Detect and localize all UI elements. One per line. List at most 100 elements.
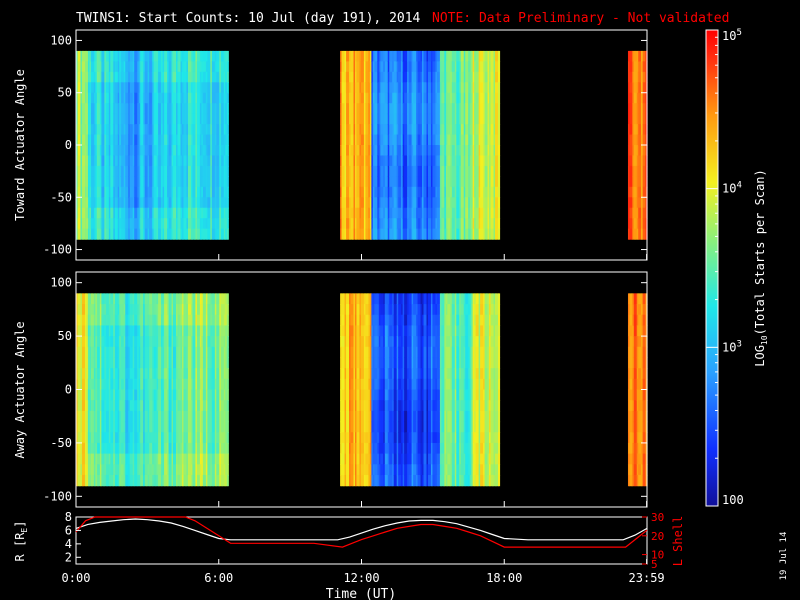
heatmap-cell	[110, 432, 113, 444]
heatmap-cell	[165, 92, 168, 104]
heatmap-cell	[193, 134, 197, 146]
heatmap-cell	[466, 113, 469, 125]
heatmap-cell	[167, 218, 170, 230]
heatmap-cell	[344, 218, 347, 230]
heatmap-cell	[450, 165, 453, 177]
heatmap-cell	[454, 176, 457, 188]
heatmap-cell	[472, 176, 475, 188]
heatmap-cell	[486, 134, 489, 146]
heatmap-cell	[208, 155, 211, 167]
heatmap-cell	[205, 71, 208, 83]
heatmap-cell	[92, 82, 95, 94]
heatmap-cell	[363, 113, 367, 125]
heatmap-cell	[161, 71, 164, 83]
heatmap-cell	[454, 113, 457, 125]
heatmap-cell	[425, 113, 428, 125]
heatmap-cell	[101, 314, 104, 327]
heatmap-cell	[198, 165, 201, 177]
heatmap-cell	[159, 124, 162, 136]
heatmap-cell	[129, 82, 132, 94]
heatmap-cell	[386, 165, 389, 177]
heatmap-cell	[368, 61, 371, 73]
heatmap-cell	[190, 207, 194, 219]
heatmap-cell	[377, 50, 380, 62]
heatmap-cell	[369, 103, 372, 115]
heatmap-cell	[173, 103, 176, 115]
heatmap-cell	[407, 124, 410, 136]
heatmap-cell	[378, 197, 381, 209]
heatmap-cell	[378, 155, 381, 167]
heatmap-cell	[150, 442, 153, 455]
heatmap-cell	[447, 103, 450, 115]
heatmap-cell	[201, 61, 204, 73]
heatmap-cell	[471, 176, 474, 188]
heatmap-cell	[113, 410, 116, 423]
heatmap-cell	[487, 92, 490, 104]
heatmap-cell	[220, 197, 223, 209]
heatmap-cell	[211, 103, 214, 115]
heatmap-cell	[427, 134, 431, 146]
heatmap-cell	[165, 197, 168, 209]
heatmap-cell	[189, 186, 192, 198]
heatmap-cell	[131, 389, 134, 401]
heatmap-cell	[153, 165, 156, 177]
heatmap-cell	[471, 113, 474, 125]
heatmap-cell	[156, 218, 159, 230]
heatmap-cell	[131, 378, 134, 391]
heatmap-cell	[422, 186, 425, 198]
heatmap-cell	[170, 61, 173, 73]
heatmap-cell	[104, 186, 107, 198]
heatmap-cell	[126, 186, 129, 198]
heatmap-cell	[93, 103, 96, 115]
heatmap-cell	[392, 145, 395, 157]
heatmap-cell	[134, 368, 137, 380]
heatmap-cell	[143, 400, 146, 412]
heatmap-cell	[430, 155, 434, 167]
heatmap-cell	[368, 113, 371, 125]
heatmap-cell	[205, 218, 208, 230]
heatmap-cell	[138, 453, 141, 465]
heatmap-cell	[353, 186, 356, 198]
heatmap-cell	[495, 134, 498, 146]
heatmap-cell	[419, 197, 422, 209]
heatmap-cell	[161, 82, 164, 94]
heatmap-cell	[436, 50, 440, 62]
heatmap-cell	[190, 228, 194, 240]
heatmap-cell	[205, 207, 208, 219]
heatmap-cell	[120, 145, 123, 157]
heatmap-cell	[137, 432, 140, 444]
heatmap-cell	[83, 92, 86, 104]
heatmap-cell	[150, 325, 153, 337]
heatmap-cell	[462, 61, 465, 73]
heatmap-cell	[92, 378, 95, 391]
heatmap-cell	[86, 207, 89, 219]
heatmap-cell	[356, 82, 359, 94]
heatmap-cell	[189, 71, 192, 83]
heatmap-cell	[186, 165, 189, 177]
heatmap-cell	[644, 71, 647, 83]
heatmap-cell	[170, 197, 173, 209]
heatmap-cell	[632, 197, 635, 209]
heatmap-cell	[340, 124, 343, 136]
heatmap-cell	[111, 71, 114, 83]
heatmap-cell	[202, 134, 205, 146]
heatmap-cell	[340, 92, 343, 104]
heatmap-cell	[120, 228, 123, 240]
heatmap-cell	[150, 421, 153, 433]
heatmap-cell	[92, 197, 95, 209]
heatmap-cell	[184, 113, 188, 125]
heatmap-cell	[96, 314, 99, 327]
heatmap-cell	[129, 103, 132, 115]
heatmap-cell	[445, 124, 448, 136]
heatmap-cell	[140, 207, 143, 219]
heatmap-cell	[359, 228, 362, 240]
heatmap-cell	[116, 145, 119, 157]
heatmap-cell	[93, 325, 96, 337]
heatmap-cell	[492, 165, 495, 177]
heatmap-cell	[144, 103, 147, 115]
heatmap-cell	[639, 113, 642, 125]
heatmap-cell	[114, 61, 117, 73]
heatmap-cell	[189, 61, 192, 73]
heatmap-cell	[105, 410, 108, 423]
heatmap-cell	[187, 228, 191, 240]
